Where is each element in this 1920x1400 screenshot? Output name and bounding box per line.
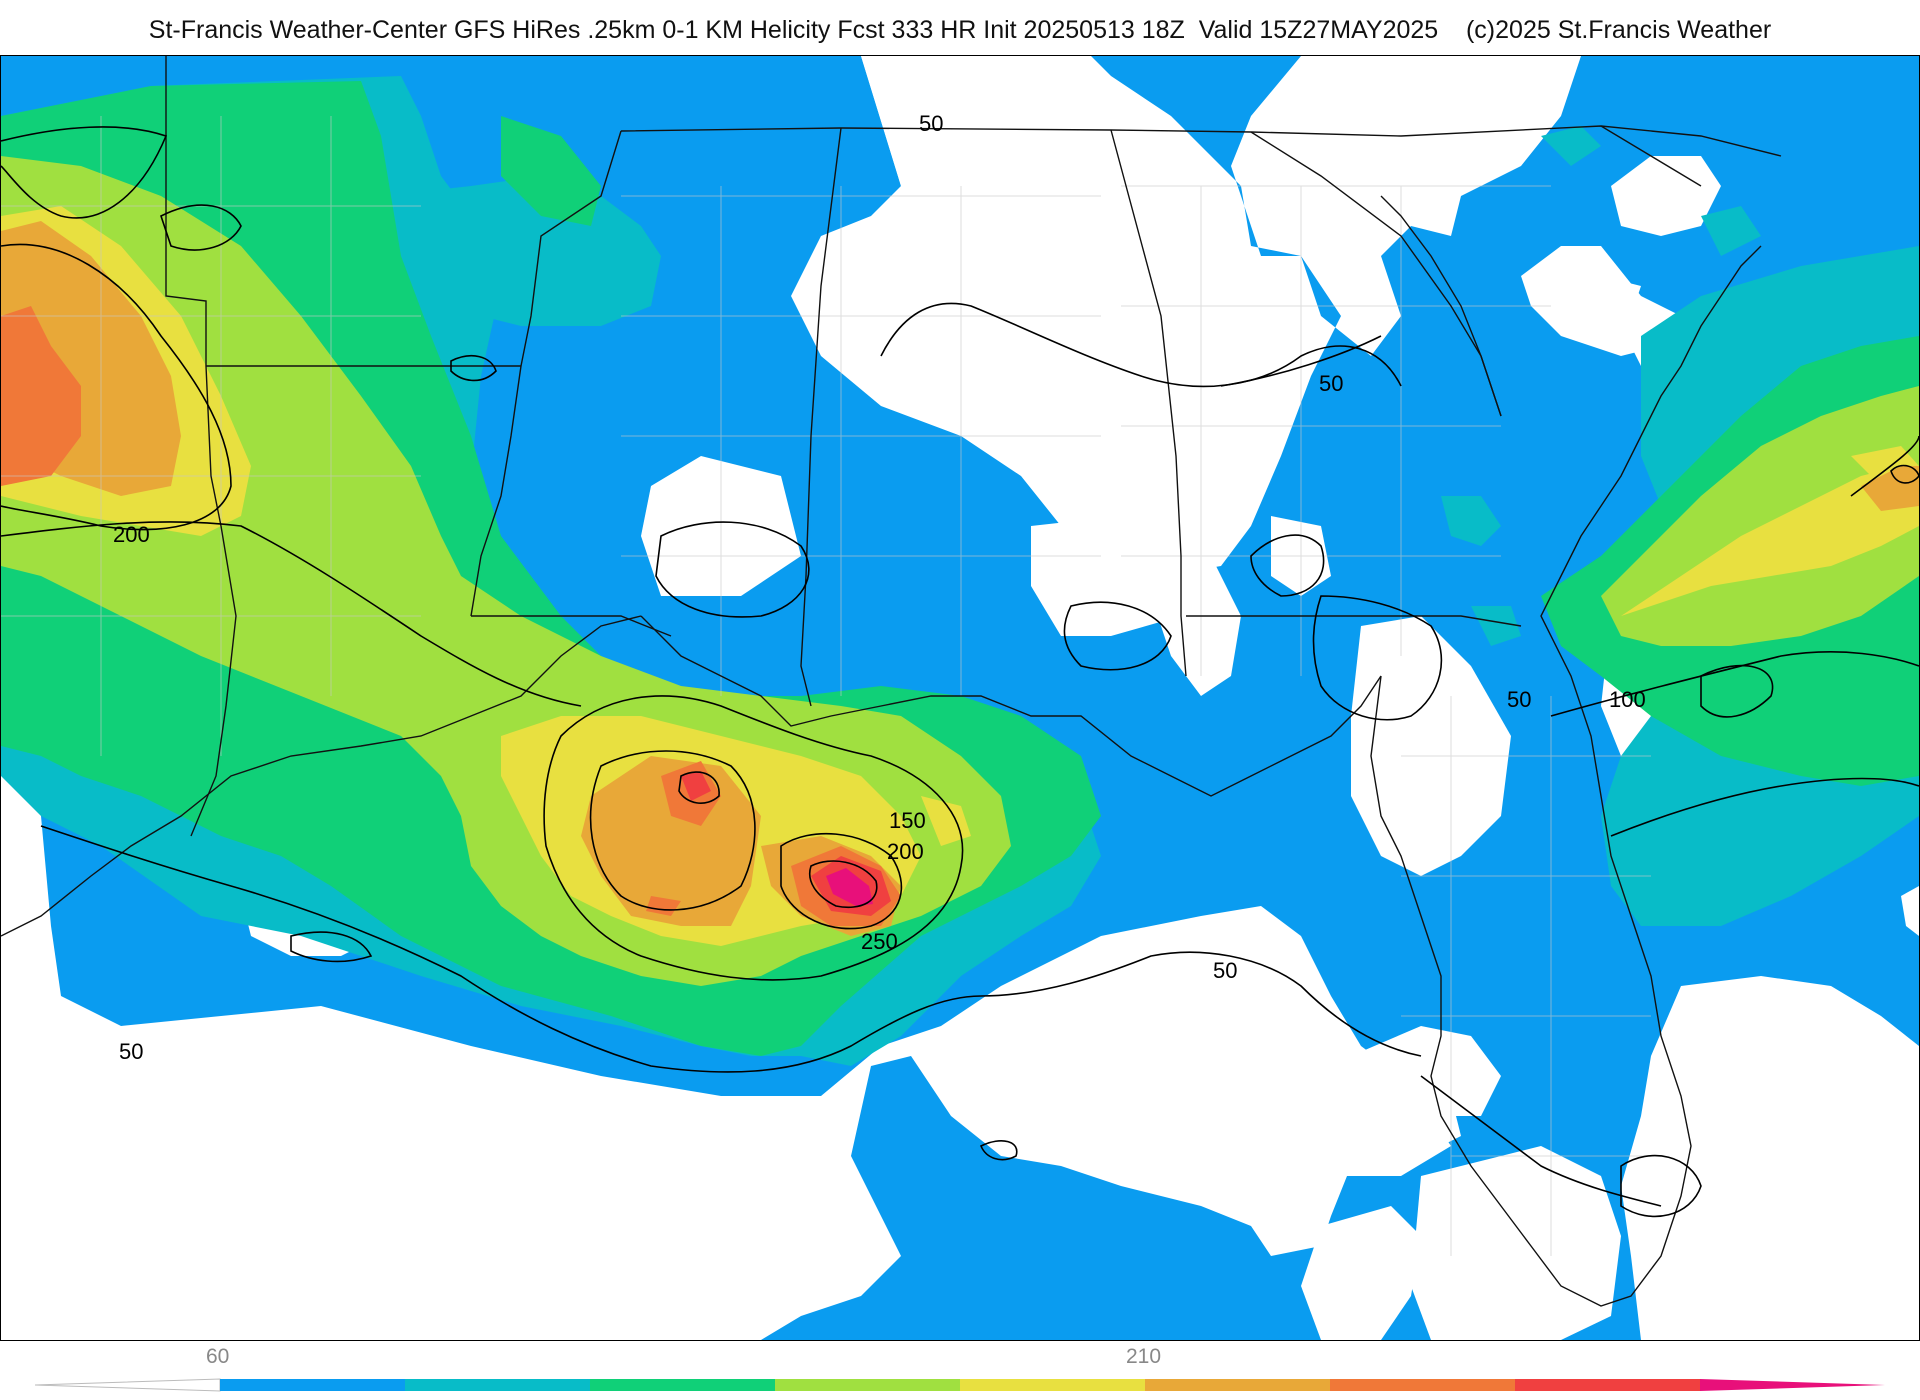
contour-label-200-texas: 200: [113, 522, 150, 547]
colorbar-segments: [220, 1379, 1701, 1391]
helicity-magenta-region: [826, 868, 873, 906]
contour-label-150-gulf: 150: [889, 808, 926, 833]
colorbar-segment: [1515, 1379, 1701, 1391]
colorbar-segment: [220, 1379, 406, 1391]
colorbar-tick-210: 210: [1126, 1345, 1162, 1368]
contour-label-200-gulf: 200: [887, 839, 924, 864]
helicity-orange-region: [1, 306, 901, 926]
contour-label-50-north-florida: 50: [1507, 687, 1531, 712]
map-canvas: 50 50 200 50 50 100 150 200 250 50: [1, 56, 1919, 1340]
colorbar-segment: [1145, 1379, 1331, 1391]
colorbar-segment: [405, 1379, 591, 1391]
contour-label-250-gulf: 250: [861, 929, 898, 954]
coastline: [1, 195, 1762, 1307]
county-lines: [1, 116, 1651, 1256]
contour-label-100-atlantic: 100: [1609, 687, 1646, 712]
color-scale-bar: [35, 1378, 1885, 1392]
contour-label-50-gulf-west: 50: [119, 1039, 143, 1064]
colorbar-segment: [960, 1379, 1146, 1391]
colorbar-high-arrow: [1700, 1379, 1885, 1391]
contour-labels: 50 50 200 50 50 100 150 200 250 50: [113, 111, 1646, 1064]
colorbar-segment: [1330, 1379, 1516, 1391]
colorbar-low-arrow: [35, 1378, 221, 1392]
colorbar-tick-60: 60: [206, 1345, 230, 1368]
contour-label-50-gulf-east: 50: [1213, 958, 1237, 983]
helicity-contours: [1, 126, 1919, 1218]
map-title: St-Francis Weather-Center GFS HiRes .25k…: [148, 16, 1772, 44]
helicity-map: 50 50 200 50 50 100 150 200 250 50: [0, 55, 1920, 1341]
contour-label-50-top: 50: [919, 111, 943, 136]
colorbar-segment: [590, 1379, 776, 1391]
contour-label-50-georgia: 50: [1319, 371, 1343, 396]
colorbar-segment: [775, 1379, 961, 1391]
